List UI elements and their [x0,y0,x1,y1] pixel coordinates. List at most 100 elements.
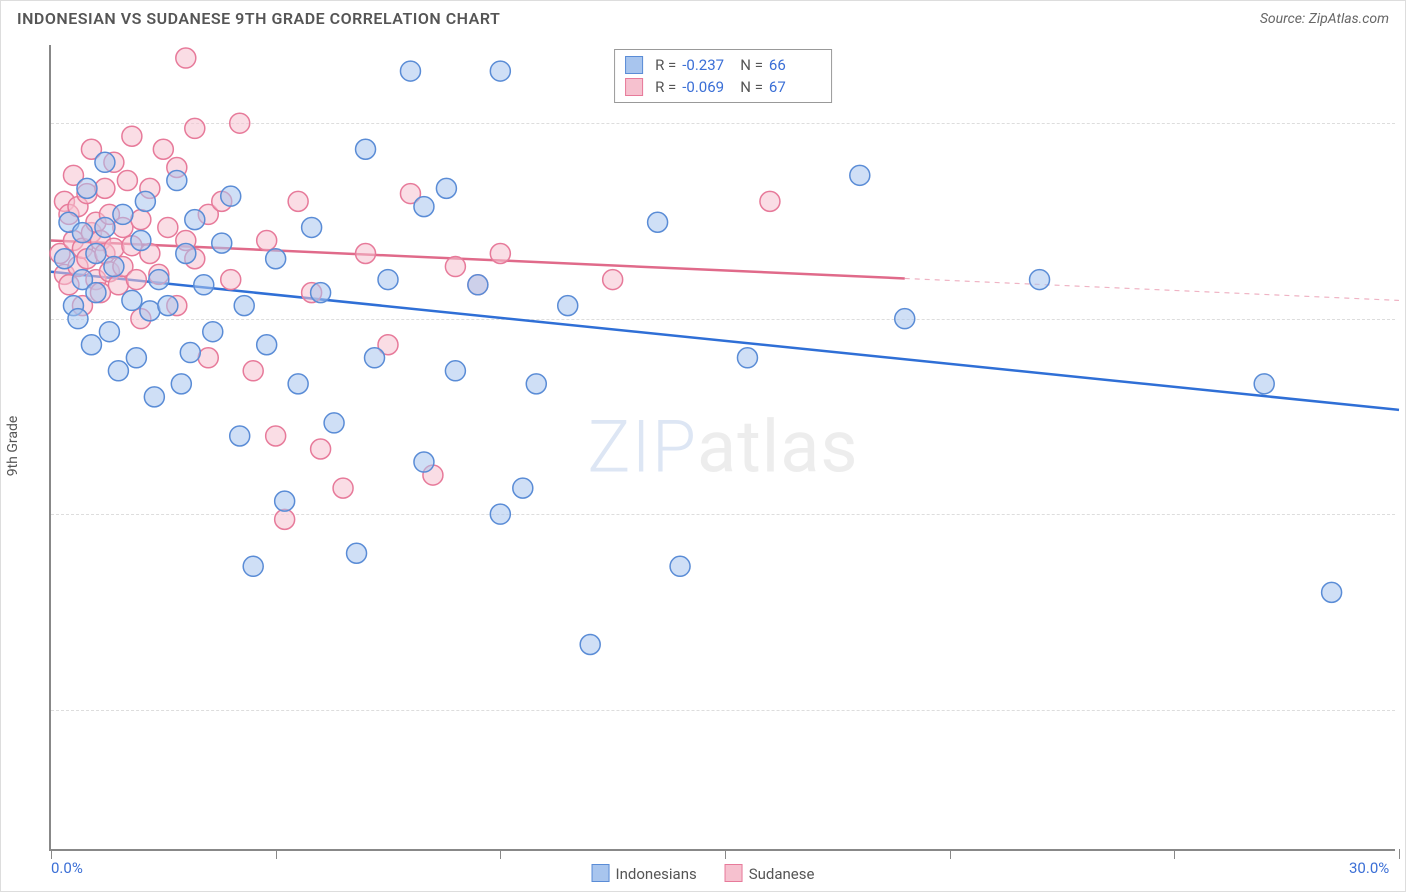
point-sudanese [445,257,465,277]
point-indonesian [203,322,223,342]
point-indonesian [180,343,200,363]
swatch [725,864,743,882]
point-indonesian [194,275,214,295]
point-sudanese [108,275,128,295]
point-sudanese [117,171,137,191]
point-indonesian [54,249,74,269]
point-indonesian [275,491,295,511]
plot-area-wrap: ZIPatlas R = -0.237 N = 66 R = -0.069 N … [49,45,1395,851]
point-sudanese [760,191,780,211]
point-indonesian [234,296,254,316]
point-indonesian [648,212,668,232]
point-indonesian [86,283,106,303]
point-indonesian [212,233,232,253]
x-tick-label: 30.0% [1349,859,1389,877]
point-indonesian [95,217,115,237]
point-indonesian [414,452,434,472]
point-indonesian [558,296,578,316]
point-indonesian [365,348,385,368]
legend-item: Sudanese [725,864,815,883]
point-sudanese [95,178,115,198]
point-indonesian [490,504,510,524]
point-indonesian [302,217,322,237]
plot-area: ZIPatlas R = -0.237 N = 66 R = -0.069 N … [49,45,1395,851]
point-sudanese [333,478,353,498]
point-sudanese [198,348,218,368]
point-sudanese [603,270,623,290]
chart-title: INDONESIAN VS SUDANESE 9TH GRADE CORRELA… [17,9,500,28]
point-indonesian [230,426,250,446]
point-indonesian [400,61,420,81]
point-sudanese [122,126,142,146]
legend-label: Indonesians [616,865,697,883]
point-indonesian [176,244,196,264]
point-indonesian [167,171,187,191]
point-sudanese [230,113,250,133]
point-sudanese [356,244,376,264]
point-indonesian [324,413,344,433]
point-sudanese [158,217,178,237]
point-indonesian [221,186,241,206]
point-indonesian [72,223,92,243]
swatch [592,864,610,882]
point-sudanese [104,238,124,258]
x-tick-label: 0.0% [51,859,83,877]
point-sudanese [490,244,510,264]
svg-layer [51,45,1399,853]
chart-header: INDONESIAN VS SUDANESE 9TH GRADE CORRELA… [1,1,1405,36]
point-indonesian [347,543,367,563]
point-indonesian [81,335,101,355]
point-indonesian [490,61,510,81]
point-indonesian [149,270,169,290]
point-sudanese [266,426,286,446]
trend-line-dashed [905,278,1399,300]
point-sudanese [257,230,277,250]
point-indonesian [737,348,757,368]
y-axis-label: 9th Grade [5,416,21,477]
point-sudanese [176,48,196,68]
point-sudanese [243,361,263,381]
point-sudanese [288,191,308,211]
legend-item: Indonesians [592,864,697,883]
point-indonesian [108,361,128,381]
point-indonesian [895,309,915,329]
point-indonesian [670,556,690,576]
point-indonesian [288,374,308,394]
point-indonesian [311,283,331,303]
point-indonesian [99,322,119,342]
point-indonesian [1030,270,1050,290]
point-indonesian [445,361,465,381]
point-indonesian [171,374,191,394]
point-indonesian [513,478,533,498]
trend-line [51,272,1399,410]
point-indonesian [131,230,151,250]
point-indonesian [86,244,106,264]
point-indonesian [104,257,124,277]
point-indonesian [77,178,97,198]
point-sudanese [126,270,146,290]
legend-label: Sudanese [749,865,815,883]
point-indonesian [850,165,870,185]
chart-source: Source: ZipAtlas.com [1260,11,1389,27]
point-indonesian [526,374,546,394]
legend-bottom: Indonesians Sudanese [592,864,815,883]
point-indonesian [1254,374,1274,394]
point-sudanese [275,509,295,529]
point-indonesian [436,178,456,198]
chart-container: INDONESIAN VS SUDANESE 9TH GRADE CORRELA… [0,0,1406,892]
point-indonesian [580,634,600,654]
point-indonesian [185,210,205,230]
point-indonesian [122,290,142,310]
point-indonesian [95,152,115,172]
point-indonesian [68,309,88,329]
point-indonesian [126,348,146,368]
point-indonesian [113,204,133,224]
point-sudanese [153,139,173,159]
point-sudanese [131,210,151,230]
point-indonesian [144,387,164,407]
x-tick [1399,849,1400,859]
point-sudanese [221,270,241,290]
point-indonesian [414,197,434,217]
point-indonesian [158,296,178,316]
point-indonesian [135,191,155,211]
